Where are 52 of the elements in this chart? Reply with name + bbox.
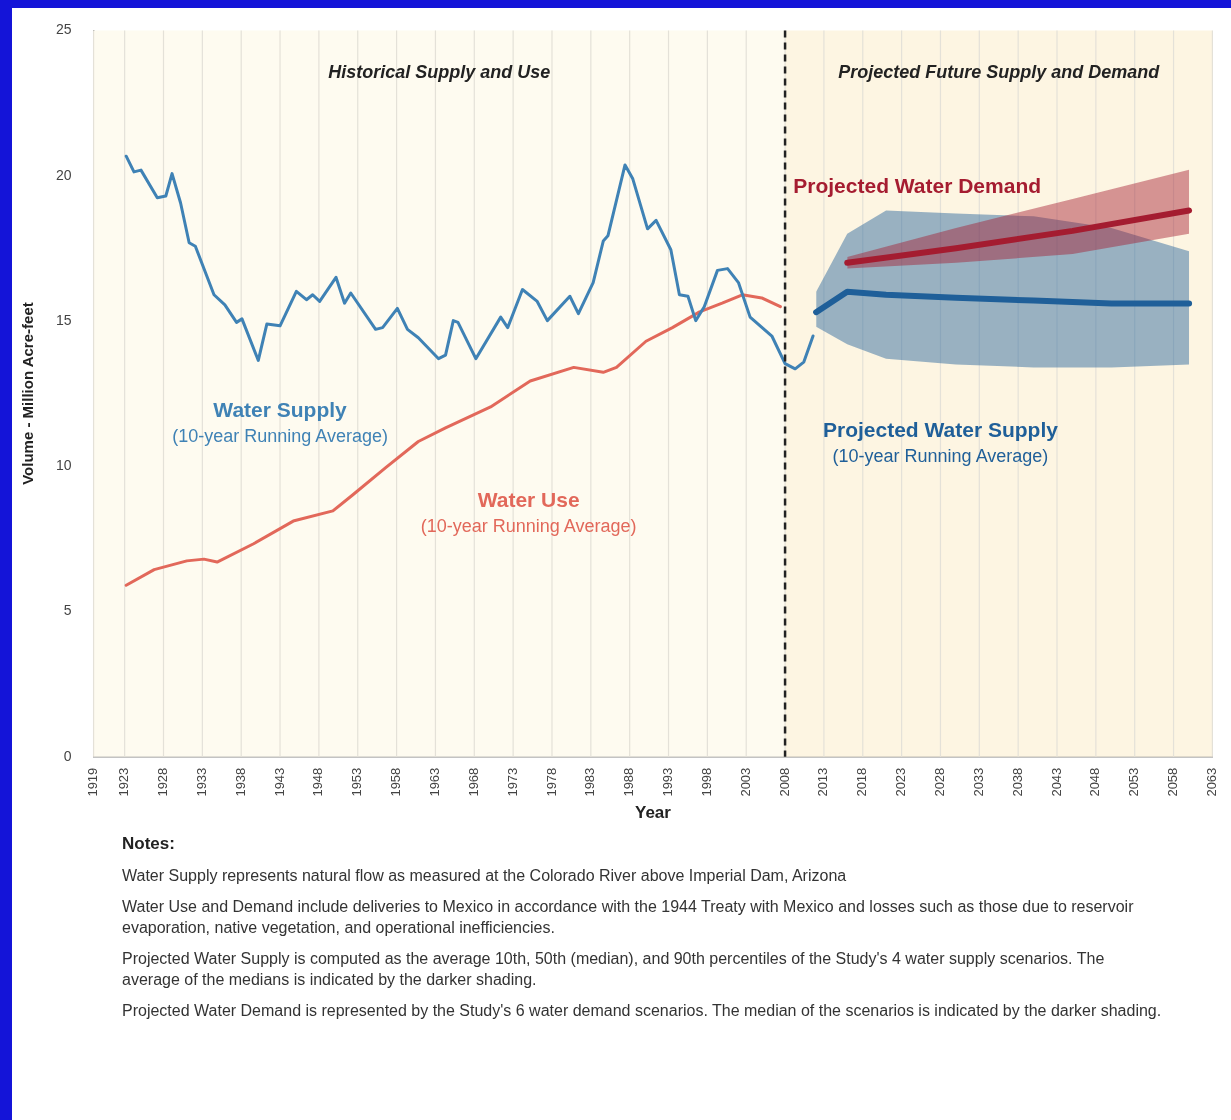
x-tick-label: 2008: [776, 767, 792, 797]
x-axis-title: Year: [635, 803, 672, 823]
y-tick-label: 15: [55, 311, 72, 328]
x-tick-label: 2053: [1126, 767, 1142, 797]
x-tick-label: 2033: [970, 767, 986, 797]
text: Projected Water Demand is represented by the Study's 6 water demand scenarios. The median of the scenarios is indicated by the darker shading.: [122, 1000, 1162, 1021]
band-label: Historical Supply and Use: [328, 62, 551, 83]
y-axis-title: Volume - Million Acre-feet: [19, 302, 37, 485]
text: Projected Water Supply: [822, 418, 1059, 442]
y-tick-label: 20: [55, 166, 72, 183]
x-tick-label: 2018: [854, 767, 870, 797]
y-tick-label: 25: [55, 21, 72, 38]
x-tick-label: 1923: [116, 767, 132, 797]
annotation: (10-year Running Average): [172, 425, 388, 446]
y-tick-label: 10: [55, 457, 72, 474]
x-tick-label: 2028: [932, 767, 948, 797]
x-tick-label: 1988: [621, 767, 637, 797]
x-tick-label: 1963: [427, 767, 443, 797]
x-tick-label: 2043: [1048, 767, 1064, 797]
x-tick-label: 1933: [193, 767, 209, 797]
x-tick-label: 1919: [85, 767, 101, 797]
text: Notes:: [122, 833, 176, 855]
text: Water Supply: [213, 397, 348, 421]
x-tick-label: 1973: [504, 767, 520, 797]
x-tick-label: 1978: [543, 767, 559, 797]
series-label: Projected Water Demand: [793, 174, 1042, 198]
x-tick-label: 2048: [1087, 767, 1103, 797]
x-tick-label: 1983: [582, 767, 598, 797]
x-tick-label: 2003: [737, 767, 753, 797]
x-tick-label: 1928: [155, 767, 171, 797]
x-tick-label: 1953: [349, 767, 365, 797]
x-tick-label: 2058: [1165, 767, 1181, 797]
x-tick-label: 2038: [1009, 767, 1025, 797]
x-tick-label: 1938: [232, 767, 248, 797]
text: Water Supply represents natural flow as measured at the Colorado River above Imperial Dam, Arizona: [122, 865, 848, 886]
x-tick-label: 1958: [388, 767, 404, 797]
x-tick-label: 2023: [893, 767, 909, 797]
annotation: (10-year Running Average): [832, 446, 1049, 467]
x-tick-label: 1993: [660, 767, 676, 797]
band-label: Projected Future Supply and Demand: [838, 62, 1161, 83]
x-tick-label: 1968: [465, 767, 481, 797]
x-tick-label: 1948: [310, 767, 326, 797]
x-tick-label: 1998: [698, 767, 714, 797]
x-tick-label: 2063: [1203, 767, 1219, 797]
text: Projected Water Supply is computed as the average 10th, 50th (median), and 90th percentiles of the Study's 4 water supply scenarios. The average of the medians is indicated by the darker shading.: [122, 948, 1106, 991]
y-tick-label: 0: [63, 747, 72, 764]
x-tick-label: 1943: [271, 767, 287, 797]
x-tick-label: 2013: [815, 767, 831, 797]
text: Water Use: [477, 487, 580, 511]
text: Water Use and Demand include deliveries to Mexico in accordance with the 1944 Treaty with Mexico and losses such as those due to reservoir evaporation, native vegetation, and operational inefficiencies.: [122, 896, 1135, 939]
y-tick-label: 5: [63, 602, 72, 619]
annotation: (10-year Running Average): [420, 516, 637, 536]
